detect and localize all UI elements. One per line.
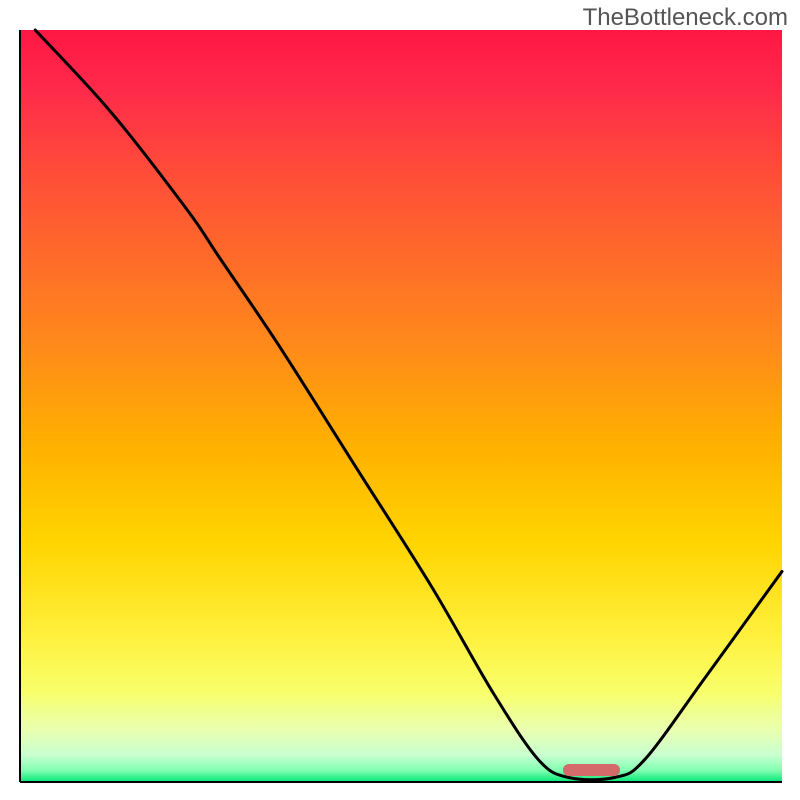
chart-canvas: TheBottleneck.com: [0, 0, 800, 800]
optimal-marker: [563, 764, 620, 776]
plot-svg: [0, 0, 800, 800]
watermark-label: TheBottleneck.com: [583, 4, 788, 32]
plot-group: [20, 30, 782, 782]
